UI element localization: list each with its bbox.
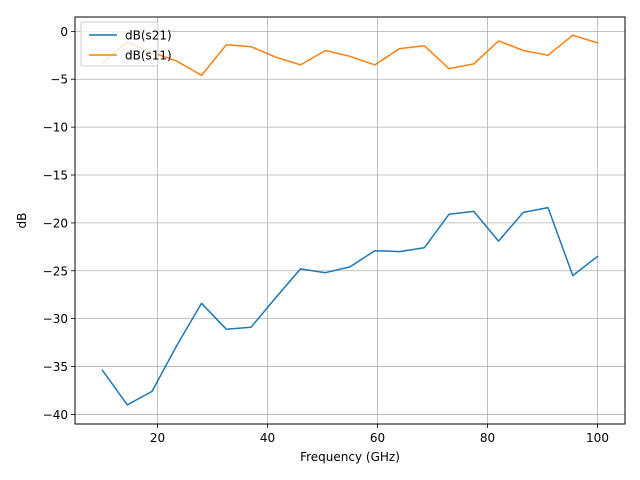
ticks: 20 40 60 80 100 0 −5 −10 −15 −20 −25 −30 −35 −40	[43, 25, 609, 445]
series-line-db-s21	[101, 206, 599, 406]
x-tick-label: 40	[260, 431, 275, 445]
y-tick-label: −5	[50, 73, 68, 87]
series-line-db-s11	[101, 34, 599, 77]
legend-label: dB(s11)	[125, 49, 172, 63]
legend: dB(s21) dB(s11)	[80, 21, 172, 67]
x-tick-label: 100	[586, 431, 609, 445]
x-tick-label: 20	[150, 431, 165, 445]
y-tick-label: −10	[43, 121, 68, 135]
x-axis-label: Frequency (GHz)	[300, 450, 400, 464]
y-tick-label: −35	[43, 360, 68, 374]
legend-label: dB(s21)	[125, 29, 172, 43]
y-tick-label: −15	[43, 169, 68, 183]
y-tick-label: −30	[43, 312, 68, 326]
grid	[75, 17, 625, 424]
axes-frame	[74, 16, 626, 425]
y-axis-label: dB	[15, 213, 29, 229]
y-tick-label: −40	[43, 408, 68, 422]
x-tick-label: 80	[480, 431, 495, 445]
y-tick-label: 0	[60, 25, 68, 39]
x-tick-label: 60	[370, 431, 385, 445]
plot-area	[75, 17, 625, 424]
series-layer	[101, 34, 599, 406]
y-tick-label: −20	[43, 216, 68, 230]
y-tick-label: −25	[43, 264, 68, 278]
